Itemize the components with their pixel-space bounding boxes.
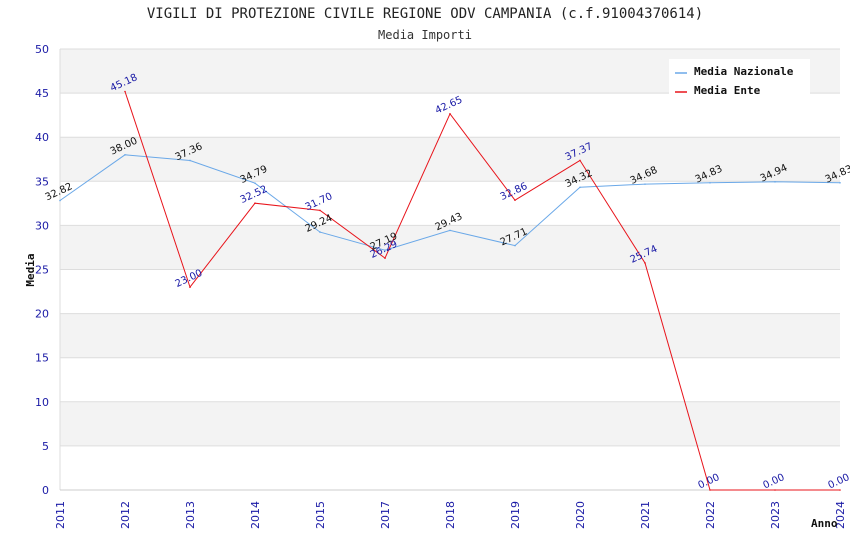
point-media-ente (319, 209, 321, 212)
x-tick-label: 2017 (379, 501, 392, 529)
point-media-ente (644, 262, 646, 264)
x-tick-label: 2021 (639, 501, 652, 529)
x-tick-label: 2011 (54, 501, 67, 529)
point-media-ente (839, 489, 841, 491)
x-tick-label: 2015 (314, 501, 327, 529)
x-tick-label: 2022 (704, 501, 717, 529)
grid-band (60, 181, 840, 226)
grid-band (60, 137, 840, 182)
legend-label-media-nazionale: Media Nazionale (694, 65, 794, 78)
point-media-ente (254, 202, 256, 204)
grid-band (60, 93, 840, 138)
x-tick-label: 2020 (574, 501, 587, 529)
y-tick-label: 0 (42, 484, 49, 497)
y-tick-label: 25 (35, 264, 49, 277)
series-line-media-ente (124, 91, 840, 491)
point-media-nazionale (124, 154, 126, 156)
point-media-nazionale (839, 181, 841, 184)
y-tick-label: 20 (35, 308, 49, 321)
point-media-nazionale (384, 249, 386, 251)
point-media-ente (189, 286, 191, 288)
point-media-nazionale (59, 199, 61, 202)
y-axis-label: Media (24, 253, 37, 286)
x-tick-label: 2019 (509, 501, 522, 529)
y-tick-label: 15 (35, 352, 49, 365)
point-media-nazionale (449, 229, 451, 232)
background-bands (60, 49, 840, 490)
point-media-nazionale (514, 244, 516, 247)
grid-band (60, 269, 840, 314)
chart-title: VIGILI DI PROTEZIONE CIVILE REGIONE ODV … (147, 6, 703, 22)
x-tick-labels: 2011 2012 2013 2014 2015 2017 2018 2019 2020 2021… (54, 501, 847, 529)
point-media-ente (579, 159, 581, 162)
y-tick-labels: 0 5 10 15 20 25 30 35 40 45 50 (35, 43, 49, 497)
point-media-ente (774, 489, 776, 491)
x-tick-label: 2018 (444, 501, 457, 529)
point-media-ente (384, 257, 386, 259)
point-media-nazionale (254, 182, 256, 184)
y-tick-label: 30 (35, 219, 49, 232)
y-tick-label: 10 (35, 396, 49, 409)
x-tick-label: 2012 (119, 501, 132, 529)
legend: Media Nazionale Media Ente (669, 59, 810, 97)
grid-lines (59, 48, 840, 491)
y-tick-label: 35 (35, 175, 49, 188)
y-tick-label: 5 (42, 440, 49, 453)
grid-band (60, 401, 840, 446)
x-tick-label: 2023 (769, 501, 782, 529)
grid-band (60, 225, 840, 270)
y-tick-label: 45 (35, 87, 49, 100)
grid-band (60, 357, 840, 402)
series-lines (59, 90, 841, 491)
point-media-ente (514, 199, 516, 201)
y-tick-label: 40 (35, 131, 49, 144)
grid-band (60, 445, 840, 490)
legend-label-media-ente: Media Ente (694, 84, 761, 97)
x-tick-label: 2024 (834, 501, 847, 529)
point-media-ente (449, 113, 451, 115)
point-media-ente (124, 90, 126, 93)
x-axis-label: Anno (811, 517, 838, 530)
legend-box (669, 59, 810, 97)
x-tick-label: 2014 (249, 501, 262, 529)
point-media-ente (709, 489, 711, 491)
grid-band (60, 313, 840, 358)
y-tick-label: 50 (35, 43, 49, 56)
point-media-nazionale (644, 183, 646, 185)
point-media-nazionale (189, 159, 191, 162)
point-media-nazionale (579, 186, 581, 189)
x-tick-label: 2013 (184, 501, 197, 529)
point-media-nazionale (774, 181, 776, 183)
chart-subtitle: Media Importi (378, 28, 472, 42)
point-media-nazionale (709, 181, 711, 184)
point-media-nazionale (319, 231, 321, 233)
